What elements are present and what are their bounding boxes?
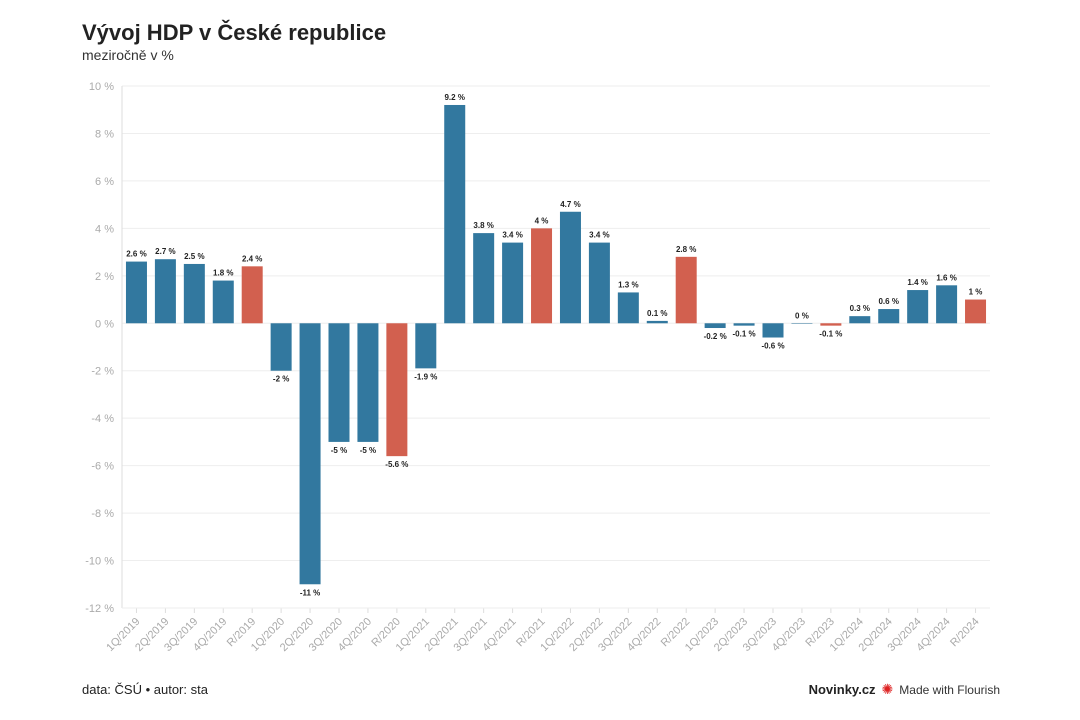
bar[interactable]	[473, 233, 495, 324]
data-label: 4 %	[535, 216, 549, 225]
bar[interactable]	[270, 323, 292, 371]
y-tick-label: -10 %	[85, 556, 114, 568]
bar[interactable]	[907, 290, 929, 324]
bar[interactable]	[357, 323, 379, 442]
bar[interactable]	[965, 299, 987, 324]
bar-chart: 10 % 8 % 6 % 4 % 2 % 0 % -2 % -4 % -6 % -8 % -10 %…	[85, 81, 990, 654]
bar[interactable]	[559, 211, 581, 324]
y-tick-label: 10 %	[89, 81, 114, 93]
data-label: 2.8 %	[676, 245, 696, 254]
data-label: -0.1 %	[819, 330, 842, 339]
bar[interactable]	[212, 280, 234, 324]
data-label: 2.7 %	[155, 247, 175, 256]
y-tick-label: -12 %	[85, 603, 114, 615]
y-tick-label: 4 %	[95, 223, 114, 235]
bar[interactable]	[849, 316, 871, 324]
bar[interactable]	[241, 266, 263, 324]
data-label: 0.1 %	[647, 309, 667, 318]
bar[interactable]	[733, 323, 755, 326]
data-label: 1.4 %	[907, 278, 927, 287]
bar[interactable]	[183, 263, 205, 324]
data-label: 0.6 %	[878, 297, 898, 306]
data-label: -2 %	[273, 375, 289, 384]
y-tick-label: -2 %	[91, 366, 114, 378]
bar[interactable]	[820, 323, 842, 326]
bar[interactable]	[675, 256, 697, 324]
bar[interactable]	[444, 104, 466, 324]
data-label: -1.9 %	[414, 372, 437, 381]
data-label: -0.6 %	[761, 342, 784, 351]
bar[interactable]	[154, 259, 176, 324]
y-tick-label: 0 %	[95, 318, 114, 330]
data-label: 2.4 %	[242, 254, 262, 263]
bar[interactable]	[502, 242, 524, 324]
data-label: 2.6 %	[126, 250, 146, 259]
y-tick-label: -4 %	[91, 413, 114, 425]
data-label: -0.2 %	[704, 332, 727, 341]
y-tick-label: 6 %	[95, 176, 114, 188]
data-label: 3.4 %	[589, 231, 609, 240]
footer-branding: Novinky.cz ✺ Made with Flourish	[809, 681, 1000, 698]
data-label: 1.8 %	[213, 269, 233, 278]
data-label: 0.3 %	[850, 304, 870, 313]
bar[interactable]	[328, 323, 350, 442]
bar[interactable]	[936, 285, 958, 324]
data-label: 3.8 %	[473, 221, 493, 230]
data-label: 1 %	[969, 288, 983, 297]
bar[interactable]	[704, 323, 726, 329]
bar[interactable]	[791, 323, 813, 324]
y-tick-label: 8 %	[95, 128, 114, 140]
data-label: 0 %	[795, 311, 809, 320]
bar[interactable]	[299, 323, 321, 585]
data-label: 1.6 %	[936, 273, 956, 282]
chart-title: Vývoj HDP v České republice	[82, 20, 387, 45]
data-label: -5 %	[360, 446, 376, 455]
data-label: -5 %	[331, 446, 347, 455]
bar[interactable]	[531, 228, 553, 324]
bar[interactable]	[125, 261, 147, 324]
bar[interactable]	[878, 309, 900, 324]
chart-subtitle: meziročně v %	[82, 47, 174, 63]
flourish-link[interactable]: Made with Flourish	[899, 682, 1000, 697]
data-label: 1.3 %	[618, 280, 638, 289]
flourish-logo-icon: ✺	[881, 681, 894, 697]
data-label: 4.7 %	[560, 200, 580, 209]
data-label: 3.4 %	[502, 231, 522, 240]
y-tick-label: -6 %	[91, 461, 114, 473]
bar[interactable]	[588, 242, 610, 324]
data-label: -5.6 %	[385, 460, 408, 469]
bar[interactable]	[646, 320, 668, 324]
data-label: 2.5 %	[184, 252, 204, 261]
bar[interactable]	[617, 292, 639, 324]
y-tick-label: 2 %	[95, 271, 114, 283]
bar[interactable]	[762, 323, 784, 338]
source-credit: data: ČSÚ • autor: sta	[82, 682, 208, 697]
data-label: 9.2 %	[444, 93, 464, 102]
y-tick-label: -8 %	[91, 508, 114, 520]
data-label: -0.1 %	[733, 330, 756, 339]
bar[interactable]	[386, 323, 408, 457]
brand-link[interactable]: Novinky.cz	[808, 682, 876, 697]
bar[interactable]	[415, 323, 437, 369]
data-label: -11 %	[300, 588, 320, 597]
x-tick-label: R/2024	[948, 616, 982, 650]
